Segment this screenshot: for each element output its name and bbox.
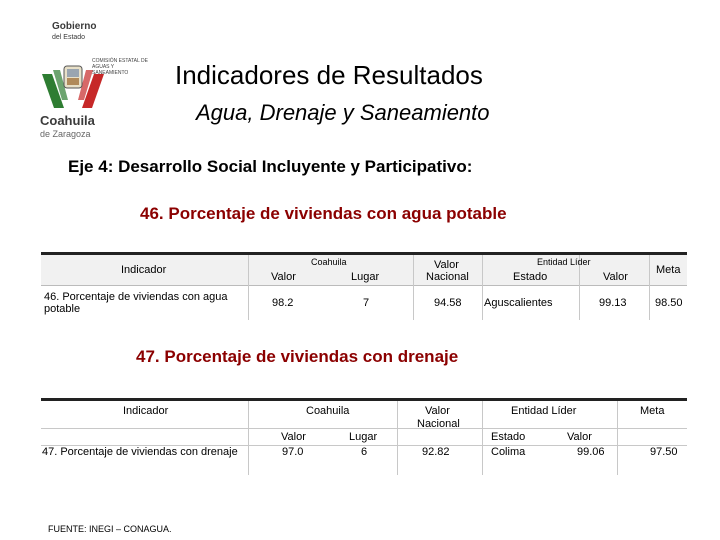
header-estado: Estado xyxy=(491,431,526,443)
cell-valor-lider: 99.13 xyxy=(599,297,627,309)
indicator-47-heading: 47. Porcentaje de viviendas con drenaje xyxy=(136,347,459,366)
logo: Gobierno del Estado COMISIÓN ESTATAL DE … xyxy=(38,18,148,140)
source-note: FUENTE: INEGI – CONAGUA. xyxy=(48,524,172,534)
axis-heading: Eje 4: Desarrollo Social Incluyente y Pa… xyxy=(68,157,473,176)
indicator-46-table: Indicador Coahuila Valor Lugar Valor Nac… xyxy=(41,252,687,320)
cell-valor-lider: 99.06 xyxy=(577,446,605,458)
header-meta: Meta xyxy=(656,264,681,276)
header-lugar: Lugar xyxy=(349,431,378,443)
header-indicador: Indicador xyxy=(123,405,169,417)
coat-of-arms-icon xyxy=(42,65,104,108)
header-coahuila: Coahuila xyxy=(306,405,350,417)
logo-zaragoza: de Zaragoza xyxy=(40,129,91,139)
page-subtitle: Agua, Drenaje y Saneamiento xyxy=(196,100,490,125)
header-nacional: Nacional xyxy=(426,271,469,283)
logo-coahuila: Coahuila xyxy=(40,113,95,128)
header-lugar: Lugar xyxy=(351,271,380,283)
logo-subtext: COMISIÓN ESTATAL DE AGUAS Y SANEAMIENTO xyxy=(92,58,148,76)
header-valor-nacional: Valor xyxy=(434,259,459,271)
table-row-indicador: 46. Porcentaje de viviendas con agua pot… xyxy=(44,291,228,315)
header-entidad-lider: Entidad Líder xyxy=(537,257,591,267)
header-nacional: Nacional xyxy=(417,418,460,430)
cell-meta: 97.50 xyxy=(650,446,678,458)
header-valor-nacional: Valor xyxy=(425,405,450,417)
header-estado: Estado xyxy=(513,271,548,283)
cell-valor: 97.0 xyxy=(282,446,304,458)
header-coahuila: Coahuila xyxy=(311,257,347,267)
indicator-46-heading: 46. Porcentaje de viviendas con agua pot… xyxy=(140,204,507,223)
cell-lugar: 6 xyxy=(361,446,368,458)
page-title: Indicadores de Resultados xyxy=(175,60,483,90)
cell-estado: Colima xyxy=(491,446,526,458)
header-meta: Meta xyxy=(640,405,665,417)
cell-meta: 98.50 xyxy=(655,297,683,309)
cell-nacional: 94.58 xyxy=(434,297,462,309)
header-indicador: Indicador xyxy=(121,264,167,276)
cell-estado: Aguscalientes xyxy=(484,297,553,309)
header-valor-lider: Valor xyxy=(603,271,628,283)
header-entidad-lider: Entidad Líder xyxy=(511,405,577,417)
cell-valor: 98.2 xyxy=(272,297,294,309)
header-valor: Valor xyxy=(271,271,296,283)
logo-text: Gobierno del Estado xyxy=(52,21,97,42)
cell-nacional: 92.82 xyxy=(422,446,450,458)
table-row-indicador: 47. Porcentaje de viviendas con drenaje xyxy=(42,446,238,458)
header-valor-lider: Valor xyxy=(567,431,592,443)
header-valor: Valor xyxy=(281,431,306,443)
cell-lugar: 7 xyxy=(363,297,370,309)
indicator-47-table: Indicador Coahuila Valor Nacional Entida… xyxy=(41,398,687,475)
